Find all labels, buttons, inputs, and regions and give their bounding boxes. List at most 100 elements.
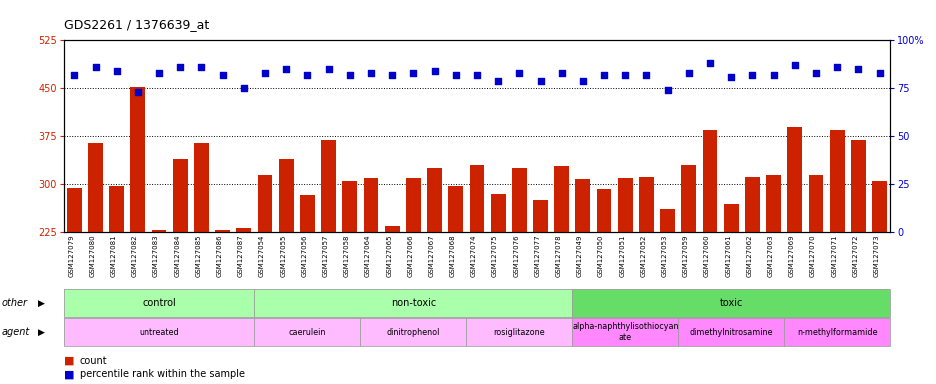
Text: GSM127058: GSM127058 [344, 234, 349, 277]
Point [215, 72, 230, 78]
Text: GSM127066: GSM127066 [407, 234, 413, 277]
Text: GSM127049: GSM127049 [577, 234, 582, 277]
Point [617, 72, 632, 78]
Bar [850, 139, 865, 376]
Text: GSM127080: GSM127080 [90, 234, 95, 277]
Point [110, 68, 124, 74]
Point [194, 64, 209, 70]
Text: caerulein: caerulein [288, 328, 326, 337]
Point [660, 87, 675, 93]
Point [172, 64, 187, 70]
Point [447, 72, 462, 78]
Bar [215, 230, 230, 376]
Text: other: other [2, 298, 28, 308]
Point [744, 72, 759, 78]
Text: GSM127057: GSM127057 [322, 234, 329, 277]
Text: GSM127069: GSM127069 [788, 234, 794, 277]
Bar [427, 168, 442, 376]
Bar [533, 200, 548, 376]
Bar [172, 159, 187, 376]
Bar [660, 209, 674, 376]
Text: GSM127087: GSM127087 [238, 234, 243, 277]
Text: GSM127059: GSM127059 [682, 234, 688, 277]
Bar [723, 204, 738, 376]
Point [533, 78, 548, 84]
Bar [342, 181, 357, 376]
Bar [363, 178, 378, 376]
Point [680, 70, 695, 76]
Text: GSM127086: GSM127086 [216, 234, 223, 277]
Text: GSM127052: GSM127052 [640, 234, 646, 276]
Bar [321, 139, 336, 376]
Bar [871, 181, 886, 376]
Text: GSM127079: GSM127079 [68, 234, 74, 277]
Bar [786, 127, 801, 376]
Text: GSM127073: GSM127073 [872, 234, 879, 277]
Point [766, 72, 781, 78]
Text: GSM127064: GSM127064 [365, 234, 371, 277]
Text: alpha-naphthylisothiocyan
ate: alpha-naphthylisothiocyan ate [571, 323, 678, 342]
Bar [702, 130, 717, 376]
Text: toxic: toxic [719, 298, 742, 308]
Text: n-methylformamide: n-methylformamide [797, 328, 876, 337]
Bar [575, 179, 590, 376]
Bar [236, 228, 251, 376]
Point [828, 64, 843, 70]
Text: GSM127051: GSM127051 [619, 234, 624, 277]
Point [575, 78, 590, 84]
Bar [66, 187, 81, 376]
Bar [808, 175, 823, 376]
Point [405, 70, 420, 76]
Text: GSM127084: GSM127084 [174, 234, 180, 277]
Bar [152, 230, 167, 376]
Text: GSM127060: GSM127060 [703, 234, 709, 277]
Point [850, 66, 865, 72]
Text: GSM127062: GSM127062 [746, 234, 752, 277]
Bar [469, 165, 484, 376]
Point [702, 60, 717, 66]
Text: GSM127085: GSM127085 [196, 234, 201, 277]
Text: dimethylnitrosamine: dimethylnitrosamine [689, 328, 772, 337]
Text: rosiglitazone: rosiglitazone [493, 328, 545, 337]
Point [553, 70, 568, 76]
Bar [385, 226, 399, 376]
Text: agent: agent [2, 327, 30, 337]
Text: control: control [142, 298, 176, 308]
Text: GSM127053: GSM127053 [661, 234, 667, 277]
Point [786, 62, 801, 68]
Point [385, 72, 400, 78]
Text: GSM127054: GSM127054 [258, 234, 265, 276]
Point [236, 85, 251, 91]
Point [871, 70, 886, 76]
Bar [88, 143, 103, 376]
Text: GSM127056: GSM127056 [301, 234, 307, 277]
Text: GSM127065: GSM127065 [386, 234, 392, 277]
Point [808, 70, 823, 76]
Text: GSM127072: GSM127072 [852, 234, 857, 277]
Point [152, 70, 167, 76]
Bar [766, 175, 781, 376]
Text: GSM127050: GSM127050 [597, 234, 604, 277]
Text: GSM127082: GSM127082 [132, 234, 138, 277]
Bar [680, 165, 695, 376]
Text: GSM127063: GSM127063 [767, 234, 773, 277]
Point [88, 64, 103, 70]
Point [66, 72, 81, 78]
Bar [744, 177, 759, 376]
Bar [554, 166, 568, 376]
Bar [829, 130, 843, 376]
Text: GSM127074: GSM127074 [471, 234, 476, 277]
Text: ■: ■ [64, 369, 74, 379]
Point [342, 72, 357, 78]
Text: untreated: untreated [139, 328, 179, 337]
Bar [511, 168, 526, 376]
Point [427, 68, 442, 74]
Text: GSM127055: GSM127055 [280, 234, 285, 276]
Point [511, 70, 526, 76]
Point [638, 72, 653, 78]
Text: ■: ■ [64, 356, 74, 366]
Bar [638, 177, 653, 376]
Point [723, 74, 738, 80]
Text: GSM127071: GSM127071 [830, 234, 836, 277]
Point [257, 70, 272, 76]
